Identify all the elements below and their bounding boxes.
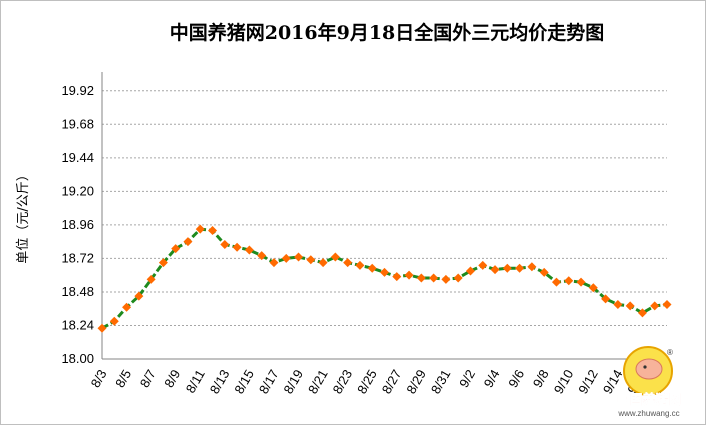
x-tick-label: 8/9 — [161, 367, 183, 390]
data-point — [392, 272, 402, 282]
x-tick-label: 8/27 — [379, 367, 405, 396]
x-tick-label: 9/10 — [551, 367, 577, 396]
data-point — [281, 253, 291, 263]
data-point — [146, 274, 156, 284]
y-tick-label: 18.00 — [61, 351, 94, 366]
x-tick-label: 8/11 — [183, 367, 208, 396]
y-tick-label: 19.68 — [61, 116, 94, 131]
y-axis-label: 单位（元/公斤） — [16, 168, 31, 263]
data-point — [195, 224, 205, 234]
data-point — [97, 323, 107, 333]
data-point — [380, 267, 389, 277]
x-tick-label: 8/29 — [403, 367, 429, 396]
data-point — [515, 263, 525, 273]
data-point — [244, 245, 254, 255]
watermark-url: www.zhuwang.cc — [617, 409, 679, 418]
data-point — [613, 300, 623, 310]
data-point — [318, 258, 328, 268]
x-tick-label: 9/12 — [575, 367, 601, 396]
data-point — [232, 242, 242, 252]
data-point — [576, 277, 586, 287]
watermark-site-name: 中国养猪网 — [616, 392, 681, 408]
x-tick-label: 8/31 — [428, 367, 454, 396]
x-tick-label: 8/7 — [137, 367, 159, 390]
x-tick-label: 9/6 — [505, 367, 527, 390]
data-point — [564, 276, 574, 286]
x-tick-label: 8/23 — [330, 367, 356, 396]
data-point — [306, 255, 316, 265]
x-tick-label: 8/3 — [88, 367, 110, 390]
data-point — [183, 237, 193, 247]
data-point — [625, 301, 635, 311]
data-point — [441, 274, 451, 284]
x-tick-label: 8/13 — [207, 367, 233, 396]
data-point — [453, 273, 463, 283]
data-point — [478, 260, 488, 270]
data-point — [355, 260, 365, 270]
data-point — [208, 225, 218, 235]
y-tick-label: 18.24 — [61, 317, 94, 332]
y-tick-labels: 18.00 18.24 18.48 18.72 18.96 19.20 19.44 19.68… — [61, 83, 94, 366]
x-tick-label: 9/2 — [456, 367, 478, 390]
x-tick-label: 8/17 — [256, 367, 282, 396]
data-point — [502, 263, 512, 273]
data-point — [134, 291, 144, 301]
data-point — [367, 263, 377, 273]
x-tick-label: 8/25 — [354, 367, 380, 396]
y-tick-label: 18.48 — [61, 284, 94, 299]
x-tick-label: 8/15 — [231, 367, 257, 396]
data-point — [330, 252, 340, 262]
y-tick-label: 19.92 — [61, 83, 94, 98]
data-point — [465, 266, 475, 276]
data-point — [490, 265, 500, 275]
logo-pig-eye — [643, 365, 647, 369]
x-tick-label: 8/5 — [112, 367, 134, 390]
logo-pig — [635, 358, 663, 380]
data-point — [158, 258, 168, 268]
data-point — [650, 301, 660, 311]
watermark-logo: ® 中国养猪网 www.zhuwang.cc — [616, 346, 682, 418]
data-point — [294, 252, 304, 262]
data-point — [551, 277, 561, 287]
data-point — [416, 273, 426, 283]
data-point — [171, 244, 181, 254]
series-group — [97, 224, 672, 333]
data-point — [109, 316, 119, 326]
data-point — [429, 273, 439, 283]
x-tick-label: 8/19 — [280, 367, 306, 396]
x-tick-label: 9/4 — [481, 367, 503, 390]
data-point — [539, 267, 549, 277]
registered-mark: ® — [667, 348, 673, 357]
data-point — [527, 262, 537, 272]
data-point — [404, 270, 414, 280]
data-point — [220, 239, 230, 249]
data-point — [122, 302, 132, 312]
y-tick-label: 18.72 — [61, 250, 94, 265]
y-tick-label: 18.96 — [61, 217, 94, 232]
x-tick-label: 9/8 — [530, 367, 552, 390]
data-point — [257, 251, 267, 261]
y-tick-label: 19.20 — [61, 183, 94, 198]
data-point — [637, 308, 647, 318]
x-tick-label: 8/21 — [305, 367, 331, 396]
data-point — [662, 300, 672, 310]
x-tick-label: 9/14 — [600, 367, 626, 396]
data-point — [343, 258, 353, 268]
chart-title: 中国养猪网2016年9月18日全国外三元均价走势图 — [170, 21, 605, 44]
data-point — [601, 294, 611, 304]
gridlines — [102, 90, 667, 326]
axes — [101, 72, 669, 360]
data-point — [588, 283, 598, 293]
data-point — [269, 258, 279, 268]
x-tick-labels: 8/3 8/5 8/7 8/9 8/118/138/158/178/198/218/23… — [88, 367, 675, 396]
y-tick-label: 19.44 — [61, 150, 94, 165]
